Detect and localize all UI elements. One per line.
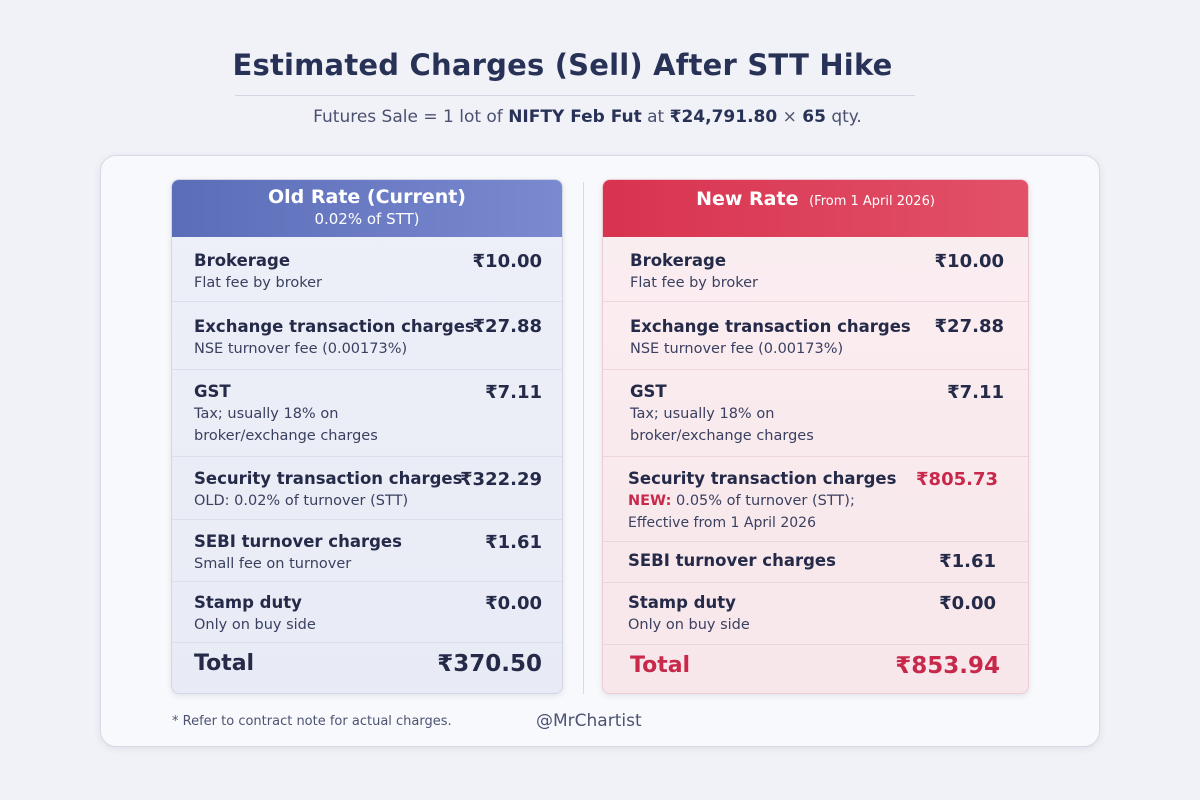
subtitle-at: at <box>647 107 665 127</box>
new-rate-header: New Rate (From 1 April 2026) <box>603 180 1028 237</box>
row-value: ₹322.29 <box>460 469 542 490</box>
row-value: ₹1.61 <box>485 532 542 553</box>
row-label: GST <box>194 382 231 401</box>
old-row-total: Total ₹370.50 <box>172 643 562 693</box>
row-label: Security transaction charges <box>194 469 463 488</box>
total-label: Total <box>194 651 255 676</box>
new-row-stt: Security transaction charges NEW: 0.05% … <box>603 457 1028 542</box>
new-rate-subtitle: (From 1 April 2026) <box>809 194 935 209</box>
row-desc-line2: broker/exchange charges <box>194 428 378 444</box>
old-rate-title: Old Rate (Current) <box>268 186 466 208</box>
row-label: Stamp duty <box>194 593 302 612</box>
total-value: ₹370.50 <box>437 651 542 677</box>
row-label: Security transaction charges <box>628 469 897 488</box>
author-handle: @MrChartist <box>536 711 642 731</box>
row-label: Brokerage <box>630 251 727 270</box>
new-row-sebi: SEBI turnover charges ₹1.61 <box>603 542 1028 583</box>
row-label: SEBI turnover charges <box>628 551 836 570</box>
row-value: ₹7.11 <box>947 382 1004 403</box>
row-desc: OLD: 0.02% of turnover (STT) <box>194 493 409 509</box>
panel-divider <box>583 182 584 694</box>
row-value: ₹27.88 <box>472 316 542 337</box>
old-row-brokerage: Brokerage Flat fee by broker ₹10.00 <box>172 237 562 302</box>
row-desc: Flat fee by broker <box>194 275 322 291</box>
new-rate-heading: New Rate (From 1 April 2026) <box>603 188 1028 210</box>
row-value: ₹27.88 <box>934 316 1004 337</box>
row-desc: Tax; usually 18% on <box>194 406 339 422</box>
old-row-gst: GST Tax; usually 18% on broker/exchange … <box>172 370 562 457</box>
row-desc-text: 0.05% of turnover (STT); <box>676 493 855 509</box>
total-label: Total <box>630 653 691 678</box>
old-rate-header: Old Rate (Current) 0.02% of STT) <box>172 180 562 237</box>
row-value: ₹7.11 <box>485 382 542 403</box>
old-rate-subtitle: 0.02% of STT) <box>314 210 420 228</box>
row-value: ₹0.00 <box>939 593 996 614</box>
subtitle-suffix: qty. <box>831 107 862 127</box>
page-title: Estimated Charges (Sell) After STT Hike <box>232 48 893 82</box>
row-value: ₹805.73 <box>916 469 998 490</box>
row-value: ₹10.00 <box>934 251 1004 272</box>
row-desc: NSE turnover fee (0.00173%) <box>194 341 408 357</box>
subtitle-contract: NIFTY Feb Fut <box>508 107 642 127</box>
row-desc: Only on buy side <box>194 617 316 633</box>
row-label: Exchange transaction charges <box>194 317 475 336</box>
page-subtitle: Futures Sale = 1 lot of NIFTY Feb Fut at… <box>0 107 1175 127</box>
row-desc-line2: Effective from 1 April 2026 <box>628 515 816 531</box>
row-desc: NEW: 0.05% of turnover (STT); <box>628 490 1006 512</box>
footnote: * Refer to contract note for actual char… <box>172 714 452 729</box>
row-desc: Flat fee by broker <box>630 275 758 291</box>
old-row-sebi: SEBI turnover charges Small fee on turno… <box>172 520 562 582</box>
row-value: ₹0.00 <box>485 593 542 614</box>
new-row-gst: GST Tax; usually 18% on broker/exchange … <box>603 370 1028 457</box>
subtitle-times: × <box>782 107 797 127</box>
row-value: ₹1.61 <box>939 551 996 572</box>
old-rate-card: Old Rate (Current) 0.02% of STT) Brokera… <box>171 179 563 694</box>
row-label: Brokerage <box>194 251 291 270</box>
row-value: ₹10.00 <box>472 251 542 272</box>
new-rate-card: New Rate (From 1 April 2026) Brokerage F… <box>602 179 1029 694</box>
row-desc: Tax; usually 18% on <box>630 406 775 422</box>
row-desc-line2: broker/exchange charges <box>630 428 814 444</box>
row-label: Exchange transaction charges <box>630 317 911 336</box>
new-rate-title: New Rate <box>696 188 799 210</box>
new-tag: NEW: <box>628 493 672 509</box>
row-desc: Small fee on turnover <box>194 556 352 572</box>
old-row-exchange: Exchange transaction charges NSE turnove… <box>172 302 562 370</box>
row-label: SEBI turnover charges <box>194 532 402 551</box>
old-row-stamp: Stamp duty Only on buy side ₹0.00 <box>172 582 562 643</box>
new-row-stamp: Stamp duty Only on buy side ₹0.00 <box>603 583 1028 645</box>
title-divider <box>235 95 915 96</box>
total-value: ₹853.94 <box>895 653 1000 679</box>
new-row-total: Total ₹853.94 <box>603 645 1028 691</box>
new-row-exchange: Exchange transaction charges NSE turnove… <box>603 302 1028 370</box>
row-label: Stamp duty <box>628 593 736 612</box>
subtitle-prefix: Futures Sale = 1 lot of <box>313 107 503 127</box>
subtitle-qty: 65 <box>802 107 826 127</box>
row-desc: NSE turnover fee (0.00173%) <box>630 341 844 357</box>
new-row-brokerage: Brokerage Flat fee by broker ₹10.00 <box>603 237 1028 302</box>
old-row-stt: Security transaction charges OLD: 0.02% … <box>172 457 562 520</box>
row-desc: Only on buy side <box>628 617 750 633</box>
subtitle-price: ₹24,791.80 <box>669 107 778 127</box>
row-label: GST <box>630 382 667 401</box>
